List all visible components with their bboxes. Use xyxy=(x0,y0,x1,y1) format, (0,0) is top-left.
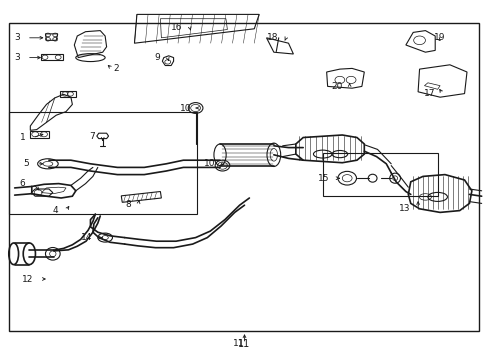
Text: 5: 5 xyxy=(23,159,29,168)
Text: 19: 19 xyxy=(432,33,444,42)
Text: 10: 10 xyxy=(180,104,191,112)
Text: 8: 8 xyxy=(125,199,131,209)
Text: 16: 16 xyxy=(170,22,182,31)
Text: 11: 11 xyxy=(238,339,250,349)
Text: 18: 18 xyxy=(266,33,278,42)
Text: 3: 3 xyxy=(14,53,20,62)
Text: 10: 10 xyxy=(203,159,215,168)
Bar xyxy=(9,112,197,214)
Text: 15: 15 xyxy=(317,174,328,183)
Text: 9: 9 xyxy=(154,53,160,62)
Text: 2: 2 xyxy=(113,64,119,73)
Text: 3: 3 xyxy=(14,33,20,42)
Bar xyxy=(322,153,437,196)
Bar xyxy=(9,23,478,331)
Text: 1: 1 xyxy=(20,133,25,142)
Text: 12: 12 xyxy=(22,274,33,284)
Text: 14: 14 xyxy=(81,233,92,242)
Text: 17: 17 xyxy=(423,89,434,98)
Text: 7: 7 xyxy=(89,132,95,141)
Text: 4: 4 xyxy=(53,206,59,215)
Text: 6: 6 xyxy=(20,179,25,188)
Text: 20: 20 xyxy=(330,82,342,91)
Text: 13: 13 xyxy=(398,204,410,213)
Text: 11: 11 xyxy=(232,339,244,348)
